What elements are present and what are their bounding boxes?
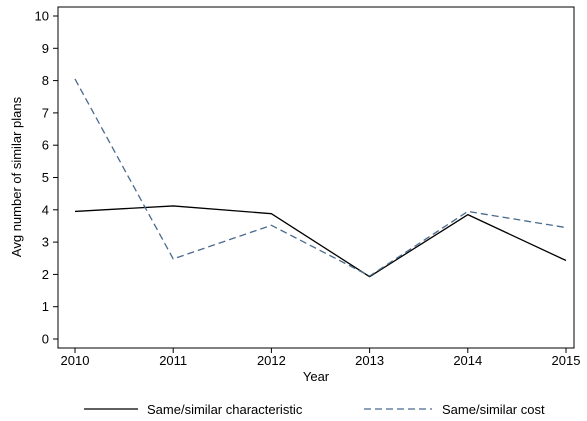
legend-label-cost: Same/similar cost [442, 402, 545, 417]
y-tick-label: 1 [42, 299, 49, 314]
y-axis: 0 1 2 3 4 5 6 7 8 9 10 [35, 9, 58, 347]
series-line-0 [74, 205, 567, 278]
y-tick-label: 5 [42, 170, 49, 185]
y-tick-label: 0 [42, 332, 49, 347]
x-tick-label: 2013 [355, 353, 384, 368]
series-layer [74, 78, 567, 278]
y-tick-label: 8 [42, 73, 49, 88]
x-tick-label: 2011 [159, 353, 187, 368]
x-tick-label: 2015 [552, 353, 581, 368]
y-axis-title: Avg number of similar plans [9, 96, 24, 257]
series-line-1 [74, 78, 567, 277]
y-tick-label: 10 [35, 9, 49, 24]
x-tick-label: 2010 [61, 353, 90, 368]
x-axis-title: Year [303, 369, 330, 384]
x-tick-label: 2012 [257, 353, 286, 368]
x-axis: 2010 2011 2012 2013 2014 2015 [61, 348, 581, 368]
y-tick-label: 9 [42, 41, 49, 56]
y-tick-label: 4 [42, 202, 49, 217]
x-tick-label: 2014 [453, 353, 482, 368]
y-tick-label: 3 [42, 235, 49, 250]
y-tick-label: 6 [42, 138, 49, 153]
legend-label-characteristic: Same/similar characteristic [147, 402, 303, 417]
y-tick-label: 2 [42, 267, 49, 282]
plot-frame [57, 6, 575, 349]
y-tick-label: 7 [42, 105, 49, 120]
legend: Same/similar characteristic Same/similar… [84, 402, 545, 417]
